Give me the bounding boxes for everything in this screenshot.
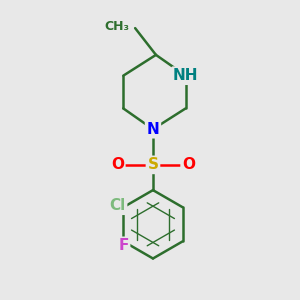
- Text: S: S: [148, 158, 158, 172]
- Text: N: N: [147, 122, 159, 137]
- Text: CH₃: CH₃: [104, 20, 129, 33]
- Text: Cl: Cl: [109, 198, 126, 213]
- Text: F: F: [118, 238, 129, 253]
- Text: NH: NH: [173, 68, 198, 83]
- Text: O: O: [111, 158, 124, 172]
- Text: O: O: [182, 158, 195, 172]
